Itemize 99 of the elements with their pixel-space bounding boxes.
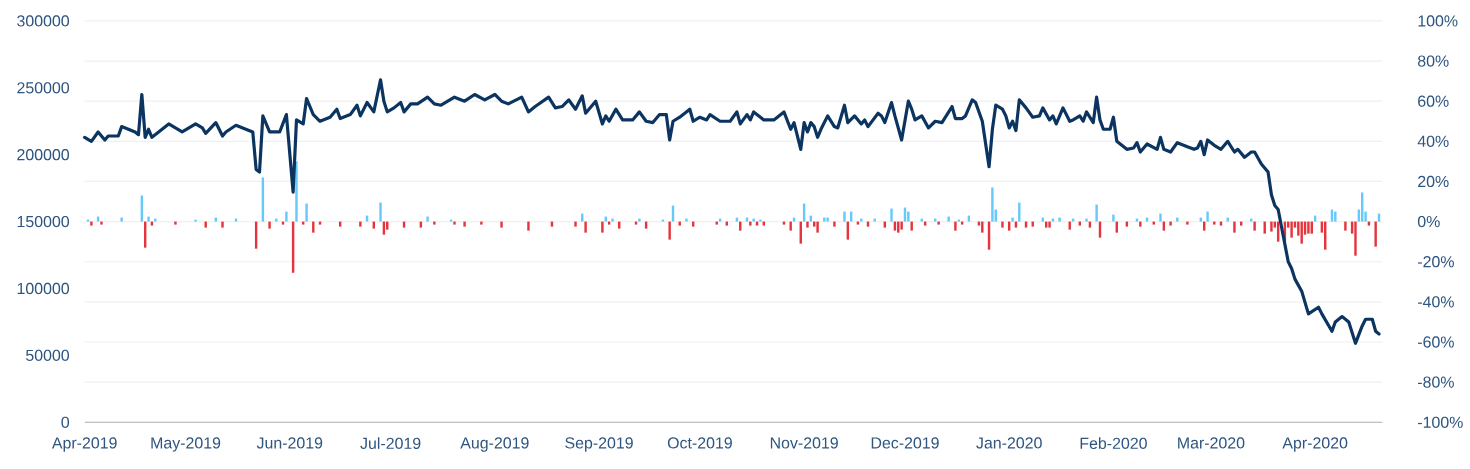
y2-tick-label: -100% — [1418, 416, 1463, 428]
bar — [527, 221, 530, 231]
bar — [285, 211, 288, 222]
y2-tick-label: -80% — [1418, 376, 1454, 388]
bar — [954, 221, 957, 231]
y2-tick-label: 100% — [1418, 15, 1458, 27]
bar — [90, 221, 93, 226]
bar — [379, 202, 382, 222]
bar — [1344, 221, 1347, 231]
bar — [221, 221, 224, 228]
bar — [1253, 221, 1256, 231]
x-tick-label: Apr-2019 — [51, 437, 117, 452]
x-tick-label: Dec-2019 — [871, 437, 939, 449]
bar — [1233, 221, 1236, 233]
bar — [910, 221, 913, 231]
bar — [204, 221, 207, 228]
bar — [816, 221, 819, 233]
bar — [1058, 217, 1061, 222]
y-tick-label: 300000 — [17, 15, 70, 27]
bar — [601, 221, 604, 233]
bar — [1001, 221, 1004, 228]
bar — [312, 221, 315, 233]
bar — [685, 218, 688, 222]
bar — [890, 208, 893, 222]
bar — [1290, 221, 1293, 238]
x-tick-label: Jul-2019 — [360, 437, 421, 449]
bar — [1300, 221, 1303, 244]
bar — [1354, 221, 1357, 256]
bar — [668, 221, 671, 240]
y2-tick-label: 0% — [1417, 215, 1440, 228]
bar — [1374, 221, 1377, 247]
y2-tick-label: -20% — [1418, 256, 1454, 268]
bar — [843, 211, 846, 222]
bar — [268, 221, 271, 229]
y-tick-label: 150000 — [17, 215, 70, 228]
bar — [500, 221, 503, 228]
y2-tick-label: 40% — [1417, 135, 1449, 147]
bar — [833, 221, 836, 227]
bar — [1159, 213, 1162, 222]
y-tick-label: 200000 — [17, 149, 70, 161]
bar — [759, 219, 762, 222]
bar — [823, 217, 826, 222]
bar — [584, 221, 587, 233]
bar — [981, 221, 984, 233]
x-tick-label: Jun-2019 — [256, 437, 323, 449]
bar — [463, 221, 466, 227]
bar — [480, 221, 483, 225]
y-tick-label: 250000 — [17, 82, 70, 94]
x-tick-label: Nov-2019 — [770, 437, 838, 449]
bar — [826, 217, 829, 222]
bar — [991, 187, 994, 222]
bar — [100, 221, 103, 225]
x-tick-label: Aug-2019 — [460, 437, 529, 452]
bar — [947, 216, 950, 222]
bar — [305, 203, 308, 222]
x-tick-label: Sep-2019 — [565, 437, 633, 452]
bar — [1169, 221, 1172, 226]
bar — [295, 161, 298, 222]
bar — [638, 218, 641, 222]
y-tick-label: 100000 — [17, 282, 70, 295]
bar — [359, 221, 362, 227]
bar — [433, 221, 436, 225]
bar — [1270, 221, 1273, 232]
bar — [275, 218, 278, 222]
bar — [752, 218, 755, 222]
bar — [1334, 211, 1337, 222]
bar — [1206, 211, 1209, 222]
bar — [453, 221, 456, 225]
y2-tick-label: -60% — [1418, 336, 1454, 348]
bar — [147, 216, 150, 222]
x-tick-label: Apr-2020 — [1282, 437, 1348, 452]
bar — [174, 221, 177, 225]
bar — [1176, 217, 1179, 222]
y2-tick-label: 20% — [1418, 175, 1449, 188]
x-tick-label: Oct-2019 — [667, 437, 732, 449]
bar — [426, 216, 429, 222]
y2-tick-label: 80% — [1417, 55, 1449, 67]
y-tick-label: 0 — [61, 416, 70, 428]
bar — [120, 217, 123, 222]
bar — [1095, 204, 1098, 222]
bar — [1139, 221, 1142, 227]
bar — [806, 221, 809, 228]
bar — [1085, 218, 1088, 222]
bar — [194, 219, 197, 222]
y2-tick-label: -40% — [1418, 296, 1454, 308]
bar — [611, 218, 614, 222]
x-tick-label: Feb-2020 — [1080, 437, 1147, 449]
bar — [574, 221, 577, 227]
bar — [907, 211, 910, 222]
bar — [1011, 217, 1014, 222]
y2-tick-label: 60% — [1418, 95, 1449, 107]
x-tick-label: Mar-2020 — [1178, 437, 1245, 449]
bar — [1186, 221, 1189, 225]
y-tick-label: 50000 — [25, 349, 70, 361]
bar — [749, 221, 752, 226]
bar — [1112, 214, 1115, 222]
bar — [789, 221, 792, 231]
x-tick-label: May-2019 — [151, 437, 221, 452]
x-tick-label: Jan-2020 — [976, 437, 1042, 449]
